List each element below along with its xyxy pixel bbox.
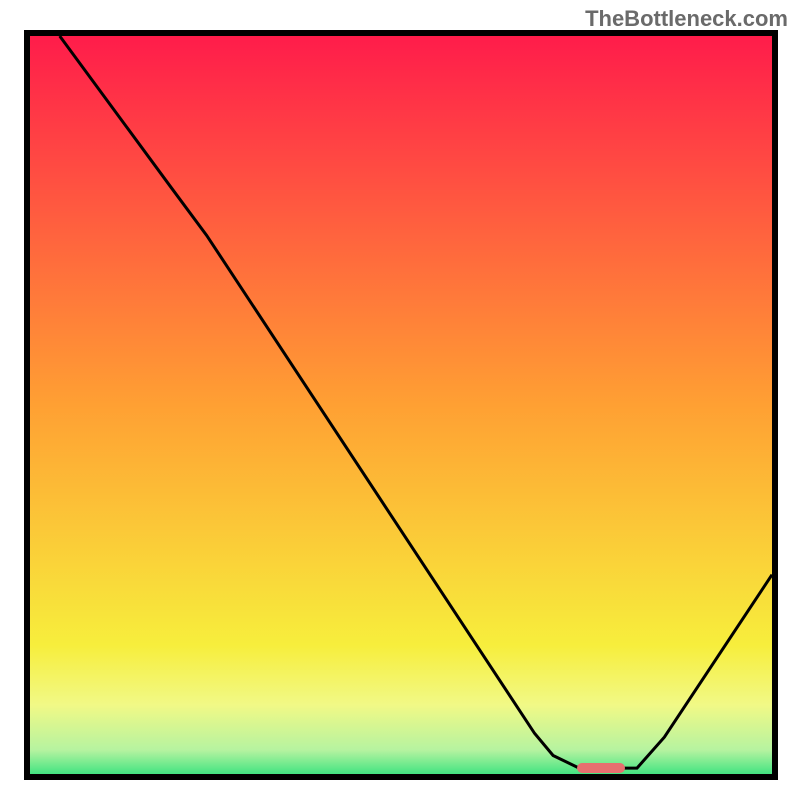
plot-border-right [772,30,778,780]
plot-border-bottom [24,774,778,780]
watermark-text: TheBottleneck.com [585,6,788,32]
chart-container: TheBottleneck.com [0,0,800,800]
optimum-zone-marker [577,763,625,773]
curve-path [60,36,772,768]
bottleneck-curve [0,0,800,800]
plot-border-left [24,30,30,780]
